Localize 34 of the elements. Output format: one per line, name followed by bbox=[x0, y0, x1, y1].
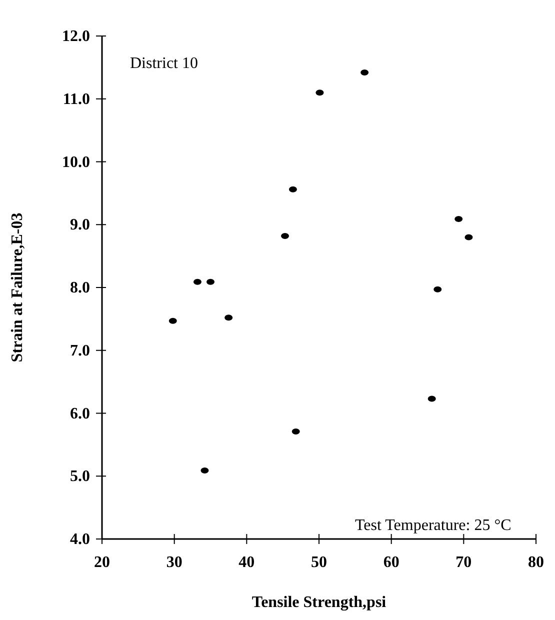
y-tick-label: 9.0 bbox=[70, 216, 90, 234]
point bbox=[464, 234, 473, 240]
point bbox=[428, 396, 436, 402]
x-tick-label: 60 bbox=[383, 554, 400, 571]
y-tick-label: 4.0 bbox=[70, 531, 90, 548]
y-tick-label: 12.0 bbox=[62, 28, 90, 45]
y-axis-title: Strain at Failure,E-03 bbox=[9, 212, 26, 362]
y-tick-label: 8.0 bbox=[70, 280, 90, 296]
annotation: District 10 bbox=[130, 55, 198, 72]
y-tick-label: 10.0 bbox=[62, 154, 90, 171]
point bbox=[281, 232, 290, 239]
point bbox=[200, 467, 209, 474]
point bbox=[224, 314, 233, 321]
point bbox=[206, 278, 214, 285]
point bbox=[168, 318, 177, 324]
point bbox=[434, 286, 442, 292]
x-tick-label: 50 bbox=[311, 554, 327, 571]
x-tick-label: 40 bbox=[238, 554, 255, 571]
y-tick-label: 11.0 bbox=[62, 90, 90, 108]
x-tick-label: 80 bbox=[528, 554, 544, 571]
y-tick-label: 5.0 bbox=[70, 468, 90, 486]
point bbox=[288, 186, 297, 192]
x-axis-title: Tensile Strength,psi bbox=[252, 594, 387, 611]
x-tick-label: 30 bbox=[166, 554, 182, 571]
y-tick-label: 6.0 bbox=[70, 405, 90, 422]
point bbox=[454, 216, 463, 222]
y-tick-label: 7.0 bbox=[70, 342, 90, 360]
point bbox=[316, 90, 324, 96]
x-tick-label: 20 bbox=[94, 554, 110, 571]
point bbox=[292, 428, 300, 434]
point bbox=[360, 69, 369, 76]
point bbox=[193, 278, 202, 285]
annotation: Test Temperature: 25 °C bbox=[355, 517, 512, 534]
x-tick-label: 70 bbox=[456, 554, 472, 571]
